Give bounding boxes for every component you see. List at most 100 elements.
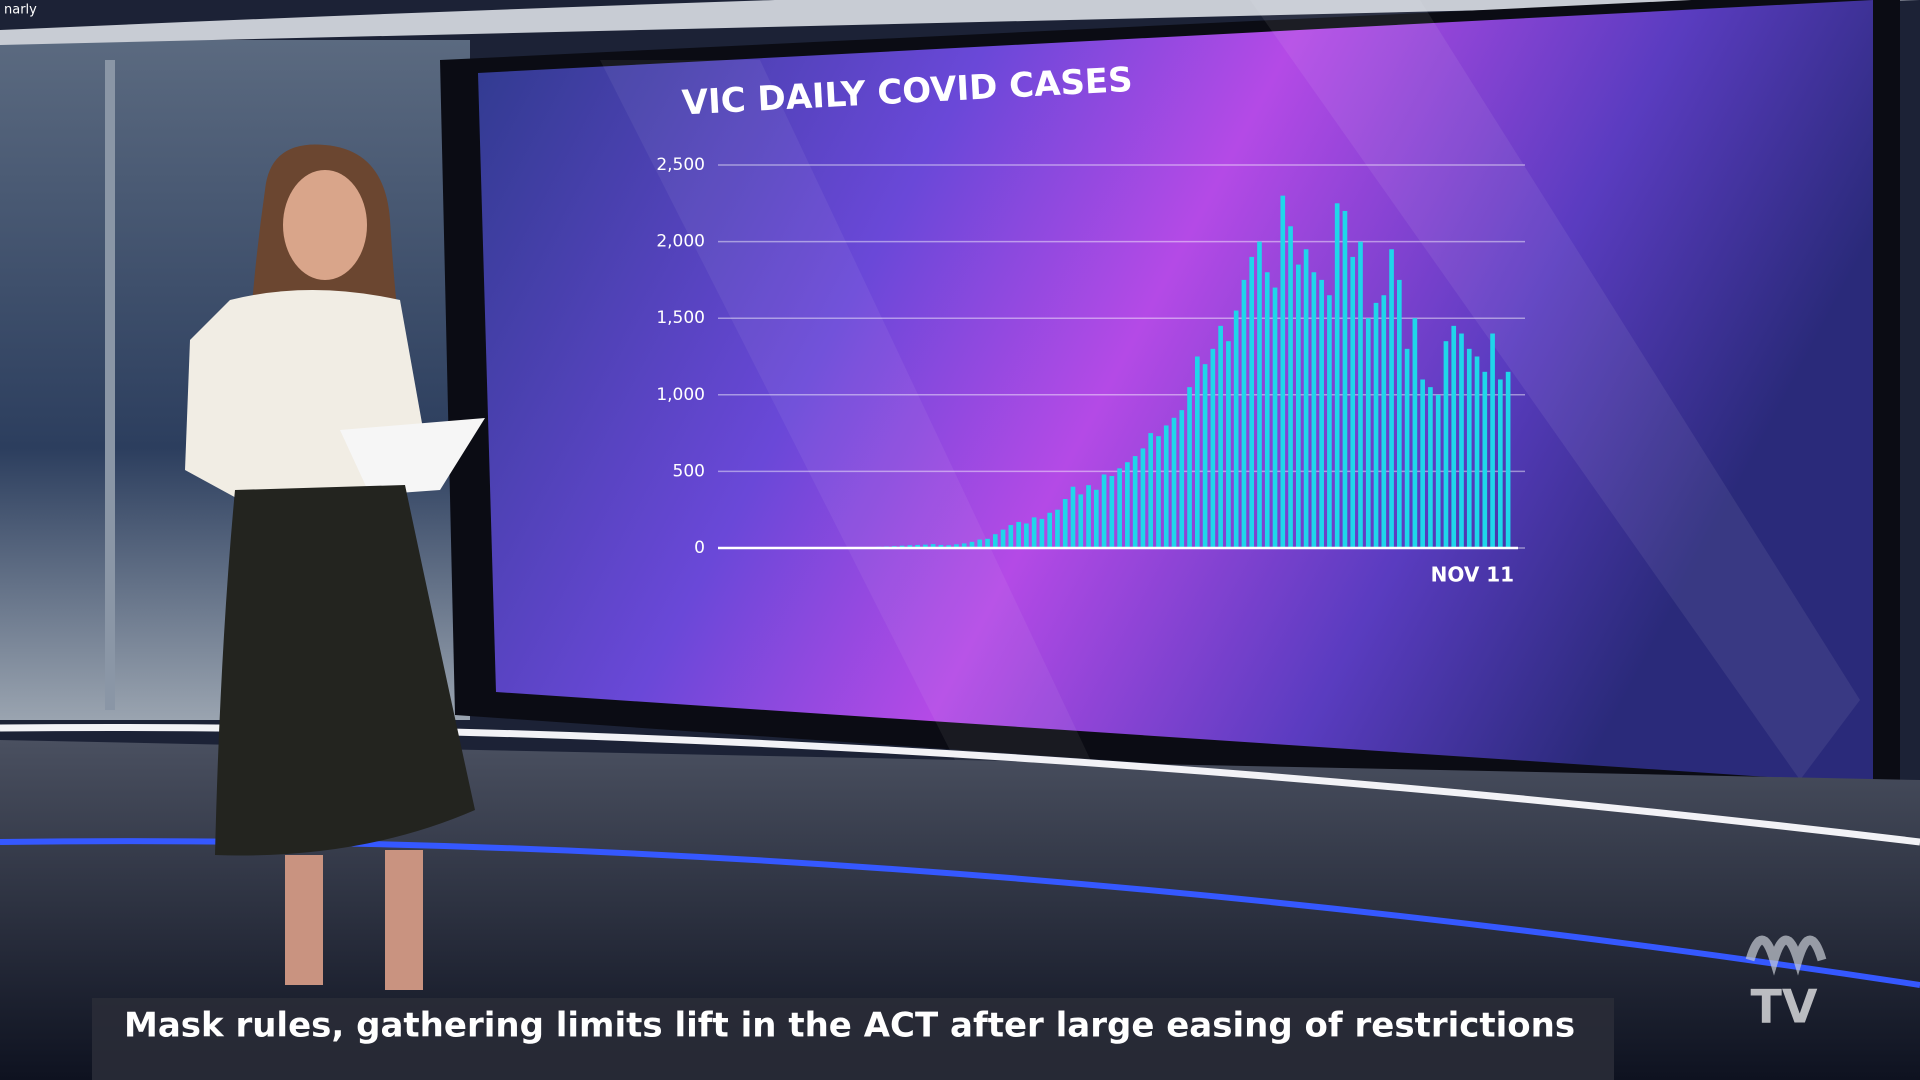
bar bbox=[1373, 302, 1379, 548]
bar bbox=[1210, 348, 1216, 548]
bar bbox=[1257, 241, 1262, 548]
bar bbox=[1428, 387, 1433, 548]
bar bbox=[1086, 485, 1091, 548]
bar bbox=[1132, 456, 1138, 548]
bar bbox=[1233, 310, 1239, 548]
bar bbox=[1093, 489, 1099, 548]
bar bbox=[1412, 318, 1418, 548]
bar bbox=[1420, 379, 1425, 548]
face bbox=[283, 170, 367, 280]
bar bbox=[1008, 525, 1014, 548]
bar bbox=[1459, 333, 1464, 548]
bar bbox=[915, 544, 920, 548]
bar bbox=[1303, 249, 1309, 548]
presenter bbox=[185, 144, 485, 990]
bar bbox=[1334, 203, 1340, 549]
bar bbox=[930, 544, 936, 548]
y-tick-label: 1,500 bbox=[656, 308, 705, 328]
bar bbox=[1125, 462, 1130, 548]
y-tick-label: 2,000 bbox=[656, 232, 705, 252]
bar bbox=[1109, 475, 1115, 548]
window-frame bbox=[105, 60, 115, 710]
bar bbox=[1490, 333, 1495, 548]
leg bbox=[385, 850, 423, 990]
bar bbox=[1342, 210, 1348, 548]
bar bbox=[992, 534, 998, 548]
bar bbox=[1179, 410, 1185, 548]
skirt bbox=[215, 485, 475, 856]
bar bbox=[923, 544, 928, 548]
bar bbox=[1117, 468, 1122, 548]
x-tick-label: NOV 11 bbox=[1431, 563, 1514, 587]
bar bbox=[1016, 521, 1021, 548]
y-tick-label: 1,000 bbox=[656, 385, 705, 405]
leg bbox=[285, 855, 323, 985]
bar bbox=[1365, 318, 1371, 548]
bar bbox=[1070, 486, 1076, 548]
y-tick-label: 2,500 bbox=[656, 155, 705, 175]
bar bbox=[1404, 348, 1410, 548]
bar bbox=[1055, 509, 1060, 548]
bar bbox=[1039, 518, 1045, 548]
bar bbox=[1101, 474, 1107, 548]
bar bbox=[954, 544, 959, 548]
bar bbox=[977, 539, 983, 548]
bar bbox=[1163, 425, 1169, 548]
bar bbox=[1078, 494, 1084, 548]
abc-logo bbox=[1745, 935, 1827, 976]
bar bbox=[1358, 241, 1363, 548]
caption-bar bbox=[92, 998, 1614, 1080]
bar bbox=[1482, 371, 1488, 548]
bar bbox=[961, 543, 967, 548]
bar bbox=[1000, 529, 1006, 548]
bar bbox=[1226, 341, 1231, 548]
logo-text: TV bbox=[1751, 980, 1818, 1034]
bar bbox=[1498, 379, 1503, 548]
video-wall bbox=[478, 0, 1873, 784]
bar bbox=[1280, 195, 1286, 548]
floor bbox=[0, 740, 1920, 1080]
bar bbox=[1148, 433, 1154, 548]
bar bbox=[1202, 364, 1208, 548]
bar bbox=[1389, 249, 1394, 548]
bar bbox=[1466, 348, 1472, 548]
bar bbox=[1272, 287, 1278, 548]
bar bbox=[1218, 325, 1223, 548]
bar bbox=[1024, 523, 1029, 548]
papers bbox=[340, 418, 485, 495]
bar bbox=[1156, 436, 1161, 548]
bar bbox=[1194, 356, 1200, 548]
bar bbox=[1350, 256, 1356, 548]
light-streak bbox=[600, 60, 1100, 780]
bar bbox=[1435, 394, 1441, 548]
bar bbox=[907, 545, 913, 548]
caption-text: Mask rules, gathering limits lift in the… bbox=[124, 1006, 1575, 1046]
bar bbox=[1187, 387, 1192, 548]
bar bbox=[1264, 272, 1270, 548]
bar bbox=[1140, 448, 1146, 548]
bar bbox=[1171, 417, 1177, 548]
bar bbox=[1031, 517, 1037, 548]
bar bbox=[1311, 272, 1317, 548]
bar bbox=[1288, 226, 1293, 548]
bar bbox=[946, 545, 952, 548]
y-tick-label: 0 bbox=[694, 538, 705, 558]
bar bbox=[1062, 498, 1068, 548]
bar bbox=[1327, 295, 1332, 548]
bar bbox=[1249, 256, 1255, 548]
ceiling-band bbox=[0, 0, 1920, 45]
bar bbox=[985, 538, 990, 548]
bar bbox=[1443, 341, 1449, 548]
bar bbox=[1397, 279, 1402, 548]
y-tick-label: 500 bbox=[673, 461, 705, 481]
corner-label: narly bbox=[4, 3, 37, 18]
bar bbox=[1381, 295, 1387, 548]
light-streak bbox=[1250, 0, 1860, 780]
bar bbox=[1505, 371, 1511, 548]
bar bbox=[1047, 512, 1053, 548]
bar bbox=[938, 544, 944, 548]
bar bbox=[1474, 356, 1480, 548]
bar bbox=[1295, 264, 1301, 548]
